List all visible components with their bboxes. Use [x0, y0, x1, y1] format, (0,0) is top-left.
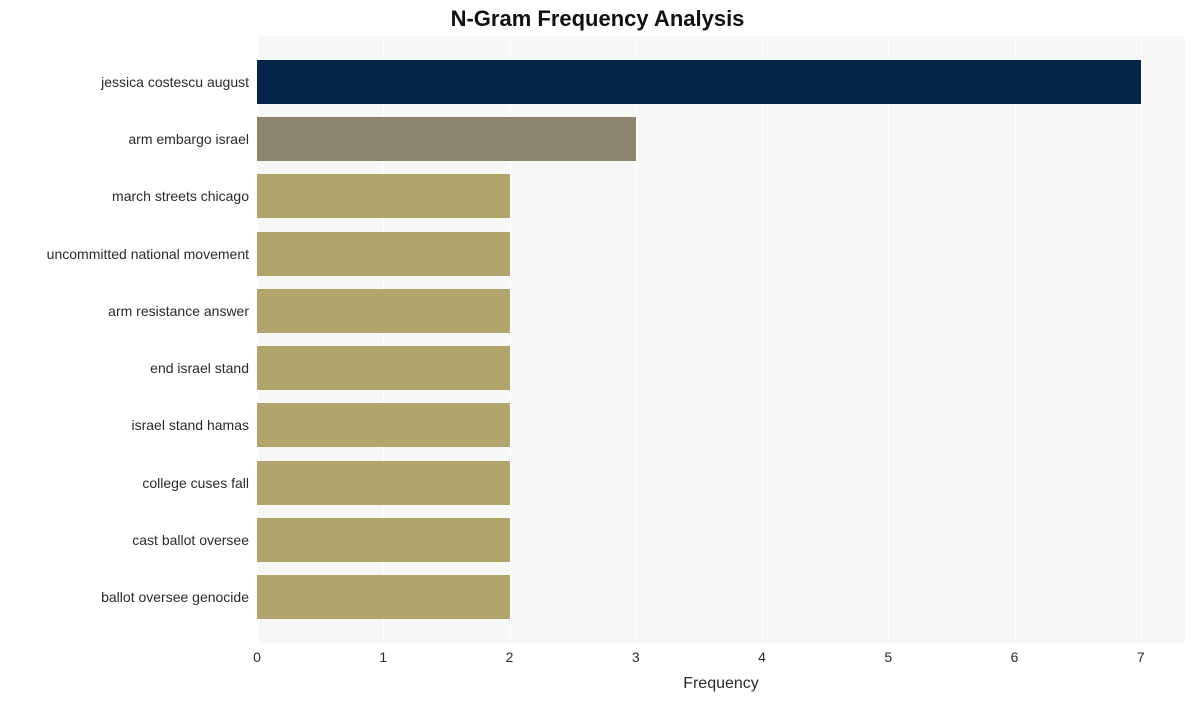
y-tick-label: cast ballot oversee [132, 532, 249, 548]
bar [257, 461, 510, 505]
y-tick-label: march streets chicago [112, 188, 249, 204]
x-axis-title: Frequency [257, 675, 1185, 693]
bar [257, 575, 510, 619]
x-tick-label: 0 [253, 649, 261, 665]
bar-row [257, 518, 1185, 562]
x-tick-label: 4 [758, 649, 766, 665]
x-tick-label: 3 [632, 649, 640, 665]
bar [257, 60, 1141, 104]
bar-row [257, 575, 1185, 619]
bar-row [257, 346, 1185, 390]
bar-row [257, 60, 1185, 104]
bar-row [257, 461, 1185, 505]
y-tick-label: ballot oversee genocide [101, 589, 249, 605]
bar [257, 518, 510, 562]
y-tick-label: arm resistance answer [108, 303, 249, 319]
plot-area: 01234567jessica costescu augustarm embar… [257, 36, 1185, 643]
y-tick-label: end israel stand [150, 360, 249, 376]
y-tick-label: jessica costescu august [101, 74, 249, 90]
bar [257, 117, 636, 161]
bar [257, 232, 510, 276]
bar [257, 346, 510, 390]
bar-row [257, 117, 1185, 161]
bar-row [257, 174, 1185, 218]
chart-title: N-Gram Frequency Analysis [0, 6, 1195, 32]
bar-row [257, 232, 1185, 276]
bar [257, 174, 510, 218]
x-tick-label: 2 [506, 649, 514, 665]
bar-row [257, 289, 1185, 333]
y-tick-label: uncommitted national movement [47, 246, 249, 262]
bar [257, 403, 510, 447]
y-tick-label: arm embargo israel [128, 131, 249, 147]
x-tick-label: 5 [884, 649, 892, 665]
y-tick-label: college cuses fall [142, 475, 249, 491]
x-tick-label: 1 [379, 649, 387, 665]
x-tick-label: 7 [1137, 649, 1145, 665]
bar-row [257, 403, 1185, 447]
y-tick-label: israel stand hamas [131, 417, 249, 433]
bar [257, 289, 510, 333]
ngram-frequency-chart: N-Gram Frequency Analysis 01234567jessic… [0, 0, 1195, 701]
x-tick-label: 6 [1011, 649, 1019, 665]
